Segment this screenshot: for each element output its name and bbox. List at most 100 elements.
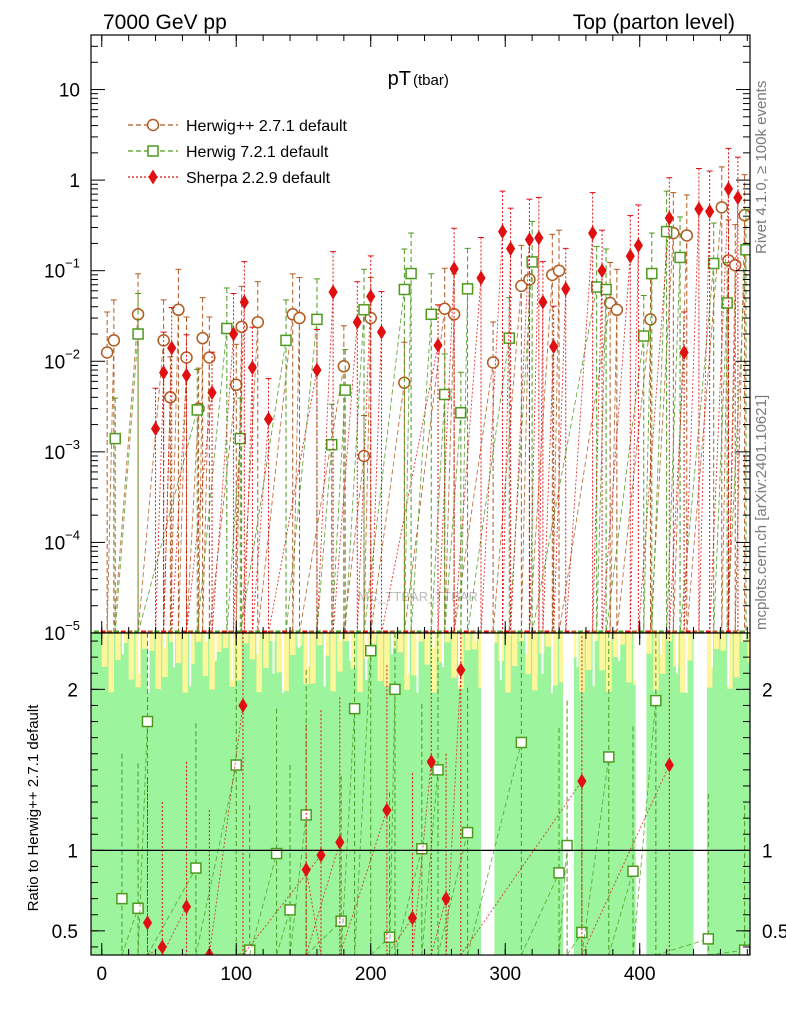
mcplots-label: mcplots.cern.ch [arXiv:2401.10621] (753, 395, 770, 630)
data-point (721, 297, 733, 309)
baseline-marker (611, 630, 617, 633)
ratio-band-yellow (175, 633, 182, 663)
connector (553, 288, 567, 633)
baseline-marker (93, 630, 99, 633)
connector (163, 348, 173, 633)
header-left: 7000 GeV pp (103, 11, 227, 34)
ratio-band-gap (281, 633, 284, 693)
connector (343, 455, 365, 633)
ratio-band-yellow (148, 633, 155, 651)
connector (331, 390, 346, 633)
connector (114, 333, 139, 633)
connector (137, 409, 198, 633)
y-tick-exponent: −4 (65, 527, 80, 542)
baseline-marker (147, 630, 153, 633)
connector (609, 309, 618, 633)
ratio-band-gap (743, 633, 746, 642)
ratio-connector (121, 908, 139, 955)
connector (528, 237, 540, 633)
ratio-connector (581, 764, 670, 955)
baseline-marker (463, 630, 469, 633)
ratio-band-gap (550, 633, 553, 693)
ratio-connector (147, 867, 197, 955)
ratio-connector (421, 769, 439, 955)
y-tick-label: 10 (59, 81, 80, 102)
main-title-sub: (tbar) (413, 72, 449, 89)
ratio-band-yellow (236, 633, 242, 681)
baseline-marker (221, 630, 227, 633)
ratio-connector (608, 871, 634, 955)
ratio-band-yellow (585, 633, 592, 670)
data-point (235, 320, 248, 334)
ratio-point (577, 773, 587, 789)
connector (370, 382, 405, 633)
ratio-y-axis-label: Ratio to Herwig++ 2.7.1 default (25, 704, 42, 912)
baseline-marker (154, 630, 160, 633)
ratio-band-yellow (451, 633, 457, 678)
ratio-point (664, 757, 674, 773)
ratio-band-yellow (464, 633, 471, 651)
ratio-band-yellow (202, 633, 209, 677)
ratio-band-yellow (491, 633, 498, 643)
baseline-marker (255, 630, 261, 633)
baseline-marker (416, 630, 422, 633)
ratio-band-gap (442, 633, 445, 668)
data-point (590, 281, 603, 293)
legend-entry: Herwig 7.2.1 default (128, 144, 329, 161)
baseline-marker (349, 630, 355, 633)
connector (453, 277, 482, 633)
ratio-band-yellow (263, 633, 269, 668)
baseline-marker (188, 630, 194, 633)
connector (299, 366, 345, 633)
ratio-point (141, 715, 154, 728)
ratio-connector (249, 853, 278, 955)
ratio-band-yellow (686, 633, 693, 661)
connector (637, 218, 670, 633)
baseline-marker (329, 630, 335, 633)
ratio-band-gap (710, 633, 713, 668)
baseline-marker (302, 630, 308, 633)
ratio-band-yellow (128, 633, 135, 680)
data-point (524, 232, 535, 248)
x-tick-label: 300 (489, 964, 521, 985)
baseline-marker (194, 630, 200, 633)
ratio-band-gap (214, 633, 217, 661)
baseline-marker (282, 630, 288, 633)
ratio-band-yellow (599, 633, 605, 671)
connector (186, 392, 213, 633)
ratio-band-empty-bin (563, 633, 574, 955)
baseline-marker (604, 630, 610, 633)
ratio-band-gap (390, 633, 393, 655)
ratio-band-gap (659, 633, 662, 655)
ratio-connector (137, 721, 148, 955)
ratio-connector (632, 700, 657, 955)
data-point (312, 362, 322, 378)
baseline-marker (551, 630, 557, 633)
ratio-band-yellow (552, 633, 558, 686)
ratio-band-yellow (310, 633, 316, 684)
data-point (526, 256, 538, 268)
ratio-connector (520, 872, 560, 955)
ratio-band-yellow (216, 633, 222, 652)
connector (605, 335, 645, 633)
connector (538, 302, 544, 633)
ratio-point (461, 826, 474, 839)
baseline-marker (712, 630, 718, 633)
connector (243, 367, 253, 633)
data-point (325, 438, 338, 451)
ratio-connector (389, 689, 396, 955)
ratio-band-gap (365, 633, 368, 681)
data-point (328, 284, 338, 300)
data-point (150, 421, 161, 437)
ratio-band-gap (105, 633, 108, 635)
baseline-marker (288, 630, 294, 633)
ratio-point (432, 764, 444, 776)
baseline-marker (685, 630, 691, 633)
ratio-point (407, 910, 418, 926)
connector (721, 260, 729, 633)
connector (679, 263, 715, 633)
ratio-band-yellow (256, 633, 262, 693)
baseline-marker (120, 630, 126, 633)
baseline-marker (295, 630, 301, 633)
data-point (476, 270, 486, 286)
